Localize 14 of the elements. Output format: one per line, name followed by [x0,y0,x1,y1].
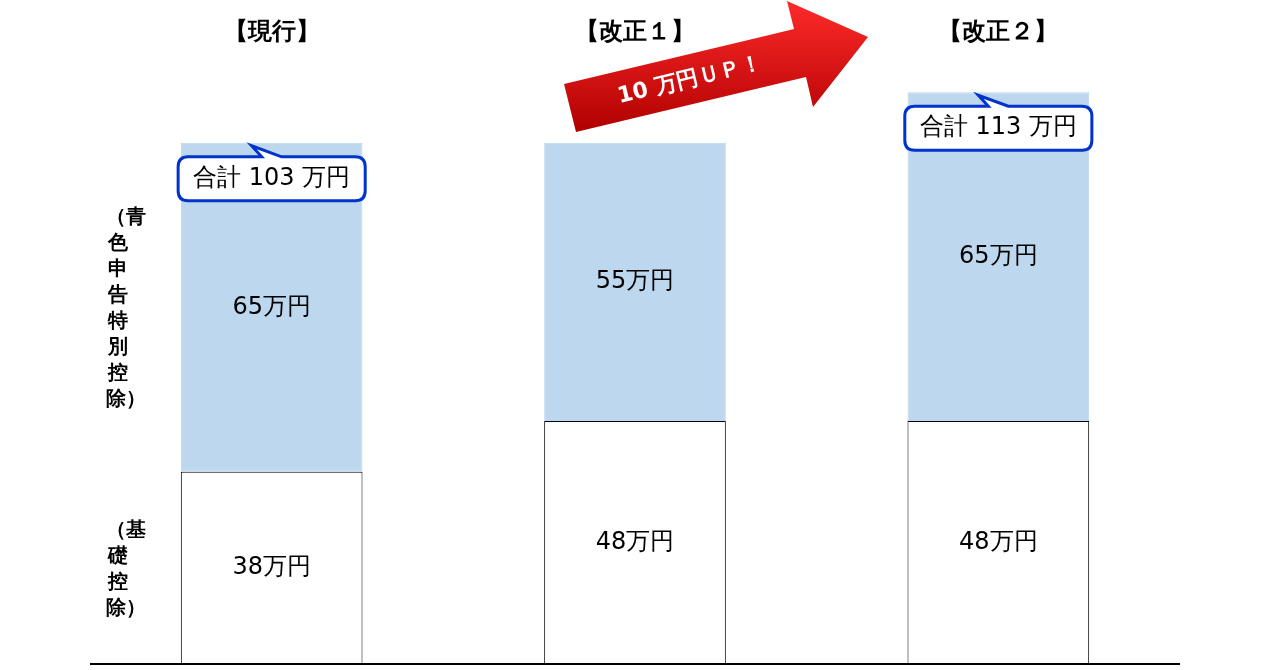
total-label: 合計 103 万円 [193,163,351,192]
x-tick-label: 【現行】 [223,16,320,45]
data-label: 65万円 [232,291,311,320]
data-label: 48万円 [959,526,1038,555]
data-label: 65万円 [959,240,1038,269]
series-label: （青色申告特別控除） [105,203,146,413]
data-label: 38万円 [232,552,311,581]
series-label: （基礎控除） [105,515,146,621]
data-label: 55万円 [595,266,675,295]
total-label: 合計 113 万円 [919,112,1077,141]
data-label: 48万円 [595,526,675,555]
x-tick-label: 【改正２】 [938,16,1059,45]
x-tick-label: 【改正１】 [575,16,695,45]
annotation: 10 万円ＵＰ！ [613,48,766,110]
